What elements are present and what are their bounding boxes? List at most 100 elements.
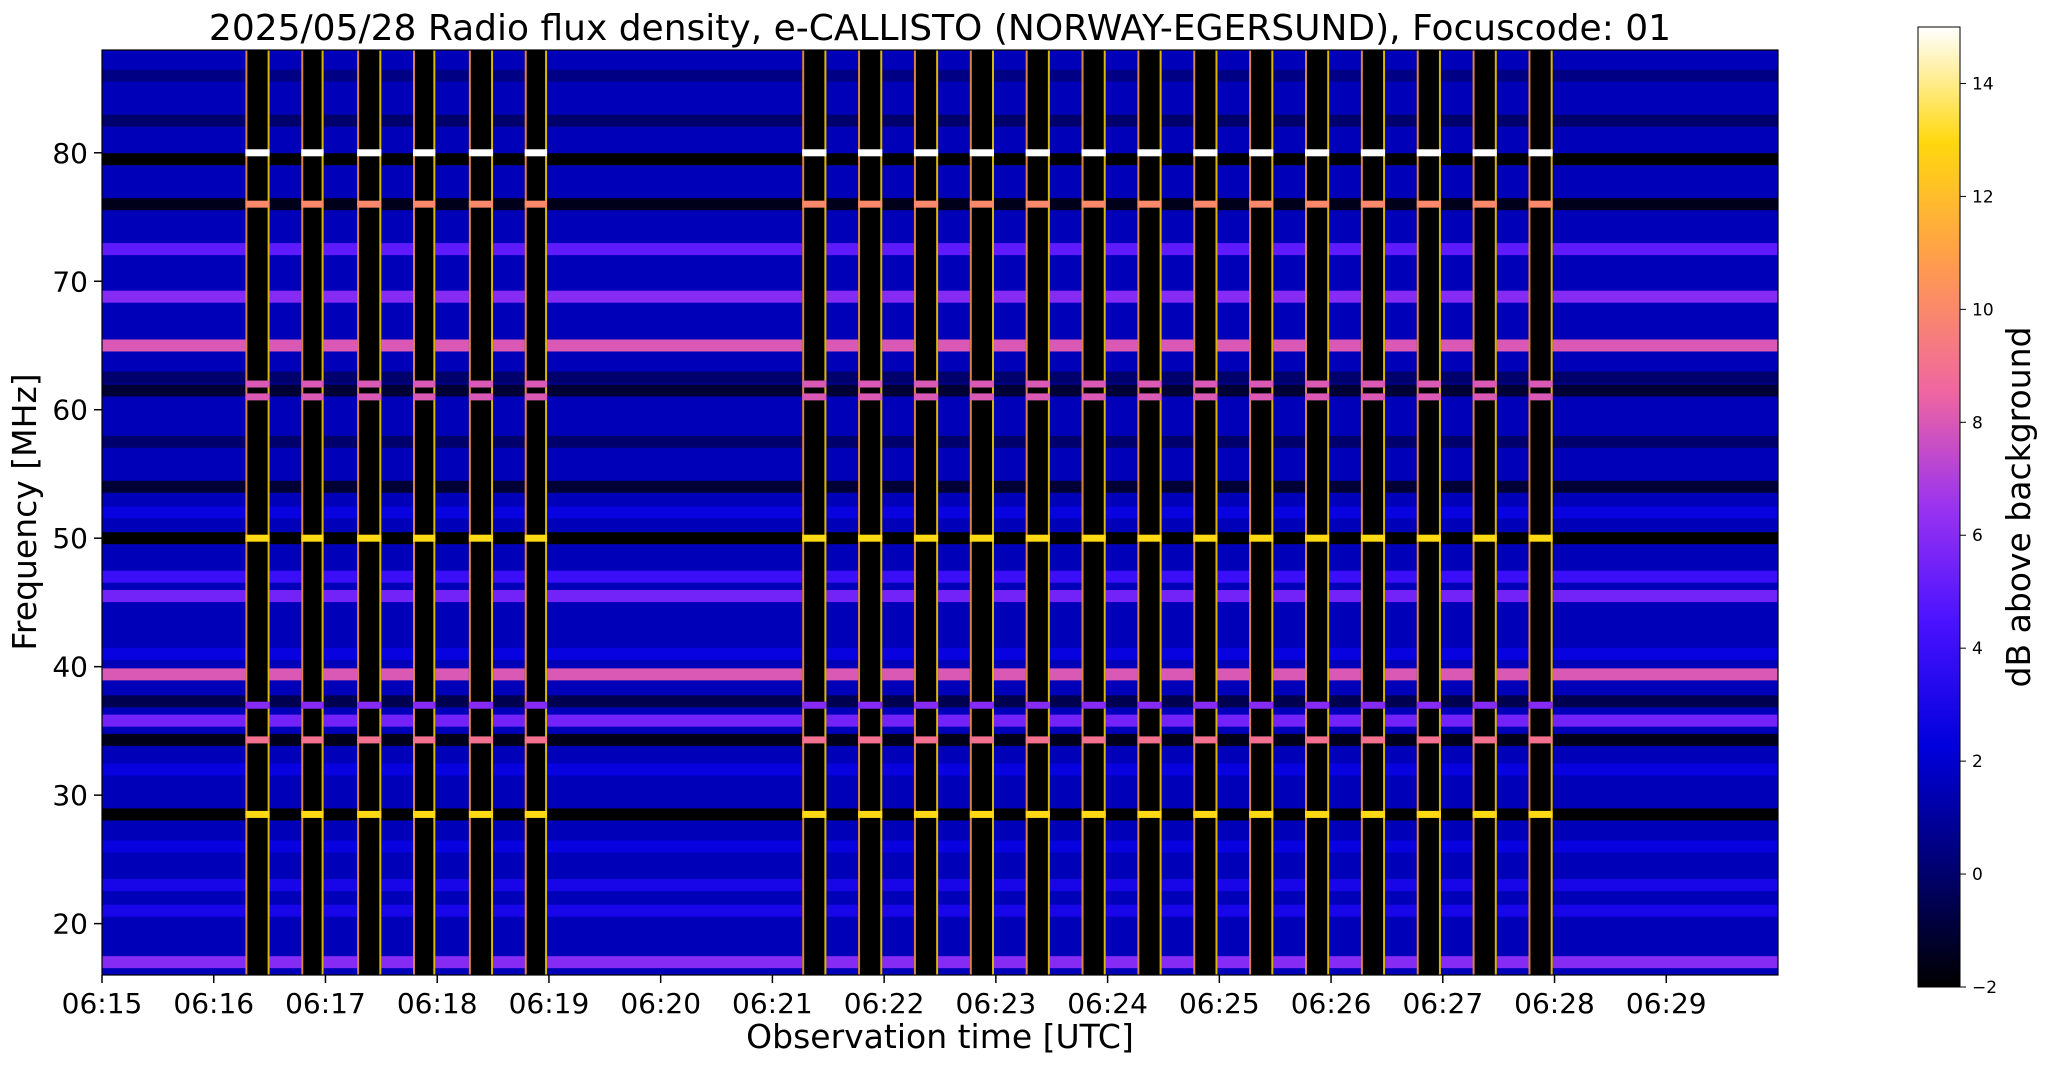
burst-bright-line: [524, 393, 548, 401]
burst-column: [357, 50, 382, 975]
burst-bright-line: [802, 736, 827, 744]
burst-bright-line: [858, 701, 883, 709]
frequency-band: [102, 290, 1778, 303]
burst-bright-line: [858, 810, 883, 818]
burst-bright-line: [969, 393, 995, 401]
burst-bright-line: [1193, 149, 1218, 157]
burst-bright-line: [1304, 393, 1330, 401]
burst-column-edge: [301, 50, 304, 975]
plot-frame: [101, 49, 1779, 976]
burst-bright-line: [858, 200, 883, 208]
burst-bright-line: [1249, 810, 1274, 818]
burst-bright-line: [1193, 380, 1218, 388]
burst-bright-line: [301, 736, 324, 744]
burst-column-edge: [545, 50, 548, 975]
burst-bright-line: [969, 200, 995, 208]
burst-column-edge: [491, 50, 494, 975]
burst-bright-line: [524, 149, 548, 157]
burst-column-edge: [1416, 50, 1419, 975]
burst-bright-line: [802, 810, 827, 818]
frequency-band: [102, 198, 1778, 211]
colorbar-tick-label: 10: [1972, 300, 1994, 320]
frequency-band: [102, 384, 1778, 397]
burst-bright-line: [524, 736, 548, 744]
burst-bright-line: [468, 810, 494, 818]
burst-bright-line: [1360, 810, 1386, 818]
burst-column-edge: [858, 50, 861, 975]
burst-column-edge: [992, 50, 995, 975]
burst-column-edge: [433, 50, 436, 975]
burst-bright-line: [1137, 149, 1162, 157]
frequency-band: [102, 243, 1778, 256]
colorbar-tick-label: 12: [1972, 187, 1994, 207]
burst-column: [1360, 50, 1386, 975]
burst-bright-line: [1472, 736, 1497, 744]
burst-bright-line: [1137, 380, 1162, 388]
burst-bright-line: [524, 380, 548, 388]
y-axis-ticks: 20 30 40 50 60 70 80: [52, 137, 102, 941]
frequency-band: [102, 956, 1778, 969]
burst-bright-line: [1528, 736, 1553, 744]
burst-columns: [245, 50, 1553, 975]
burst-bright-line: [1304, 701, 1330, 709]
y-tick-label: 40: [52, 651, 88, 684]
x-tick-label: 06:26: [1291, 987, 1372, 1020]
burst-column-edge: [1494, 50, 1497, 975]
burst-column-edge: [321, 50, 324, 975]
colorbar-tick-label: −2: [1972, 978, 1997, 998]
x-tick-label: 06:25: [1179, 987, 1260, 1020]
frequency-band: [102, 733, 1778, 746]
frequency-band: [102, 590, 1778, 603]
burst-column-edge: [1025, 50, 1028, 975]
frequency-band: [102, 647, 1778, 660]
burst-bright-line: [357, 393, 382, 401]
burst-bright-line: [245, 149, 270, 157]
burst-column-edge: [1327, 50, 1330, 975]
burst-bright-line: [858, 380, 883, 388]
burst-column-edge: [1472, 50, 1475, 975]
burst-column-edge: [1159, 50, 1162, 975]
frequency-band: [102, 532, 1778, 545]
frequency-band: [102, 904, 1778, 917]
colorbar-label: dB above background: [1999, 327, 2038, 688]
burst-column: [245, 50, 270, 975]
burst-bright-line: [1304, 149, 1330, 157]
frequency-band: [102, 695, 1778, 708]
burst-column: [1472, 50, 1497, 975]
burst-column: [969, 50, 995, 975]
burst-bright-line: [913, 534, 939, 542]
burst-bright-line: [1416, 149, 1441, 157]
burst-bright-line: [969, 701, 995, 709]
frequency-band: [102, 506, 1778, 519]
burst-bright-line: [1193, 701, 1218, 709]
x-axis-label: Observation time [UTC]: [746, 1017, 1134, 1056]
x-tick-label: 06:17: [285, 987, 366, 1020]
frequency-band: [102, 69, 1778, 82]
burst-bright-line: [301, 534, 324, 542]
burst-column-edge: [1193, 50, 1196, 975]
burst-bright-line: [1137, 810, 1162, 818]
burst-bright-line: [802, 701, 827, 709]
frequency-band: [102, 570, 1778, 583]
burst-bright-line: [1304, 534, 1330, 542]
burst-column-edge: [913, 50, 916, 975]
burst-bright-line: [1304, 736, 1330, 744]
burst-column-edge: [1360, 50, 1363, 975]
burst-bright-line: [468, 736, 494, 744]
burst-bright-line: [357, 810, 382, 818]
burst-bright-line: [1416, 534, 1441, 542]
burst-column-edge: [1550, 50, 1553, 975]
burst-bright-line: [1193, 810, 1218, 818]
burst-bright-line: [245, 810, 270, 818]
y-tick-label: 30: [52, 779, 88, 812]
burst-bright-line: [301, 810, 324, 818]
burst-bright-line: [1304, 380, 1330, 388]
burst-bright-line: [858, 736, 883, 744]
frequency-band: [102, 714, 1778, 727]
burst-column: [913, 50, 939, 975]
burst-bright-line: [245, 200, 270, 208]
burst-bright-line: [412, 701, 436, 709]
burst-bright-line: [802, 200, 827, 208]
colorbar-tick-label: 14: [1972, 74, 1994, 94]
burst-column: [1249, 50, 1274, 975]
